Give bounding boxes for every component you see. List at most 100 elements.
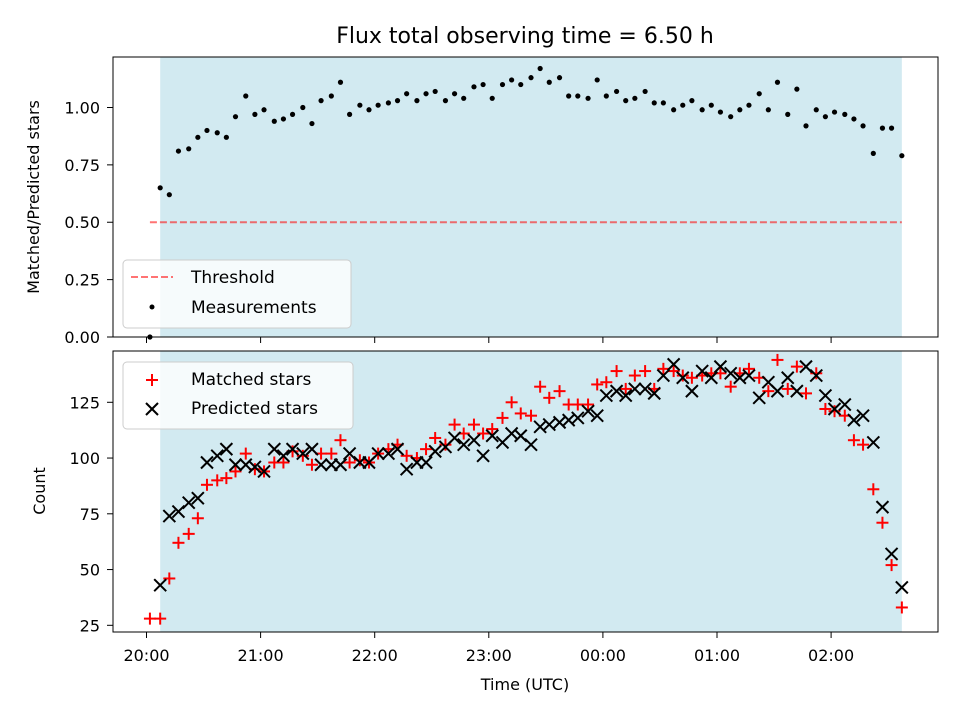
y-tick-label: 125 [69,393,100,412]
measurement-point [394,98,401,104]
predicted-point [847,413,861,427]
measurement-point [414,98,420,104]
matched-point [429,431,442,444]
matched-point [200,478,213,491]
matched-point [420,443,433,456]
measurement-point [499,81,506,88]
measurement-point [613,88,620,95]
y-tick-label: 0.50 [64,213,100,232]
measurement-point [566,93,572,99]
matched-point [724,380,737,393]
top-axes-frame [112,56,939,338]
measurement-point [879,125,886,131]
predicted-point [333,458,348,472]
x-tick-label: 02:00 [808,646,854,665]
chart-title: Flux total observing time = 6.50 h [336,24,714,49]
predicted-point [428,444,442,459]
measurement-point [594,77,600,83]
measurement-point [204,127,210,134]
matched-point [525,409,538,422]
measurement-point [728,114,734,120]
predicted-point [467,433,481,447]
measurement-point [699,107,705,113]
y-tick-label: 75 [80,505,100,524]
measurement-point [243,93,249,99]
measurement-point [289,111,296,117]
predicted-legend-swatch [145,402,159,416]
predicted-point [666,357,681,372]
measurement-point [261,107,267,113]
measurement-point [803,123,809,129]
x-tick-label: 23:00 [466,646,512,665]
predicted-point [219,442,234,456]
bottom-legend: Matched stars Predicted stars [122,361,354,430]
predicted-point [200,455,214,470]
bottom-panel: 25 50 75 100 125 20:00 21:00 22:00 23:00 00:00 01… [30,350,939,694]
measurement-point [831,109,838,115]
measurement-point [461,95,467,101]
predicted-point [485,429,499,443]
measurement-point [756,91,762,97]
x-tick-label: 00:00 [580,646,626,665]
predicted-point [770,384,785,398]
bottom-legend-box [122,361,354,430]
predicted-point [695,364,709,378]
measurement-point [518,81,524,88]
predicted-point [447,431,462,445]
threshold-legend-label: Threshold [190,268,275,288]
predicted-point [781,371,795,385]
matched-point [876,516,889,529]
measurement-point [166,192,172,198]
y-tick-label: 0.75 [64,156,100,175]
measurement-point [318,98,324,104]
matched-point [553,385,566,398]
measurements-legend-swatch [149,304,155,310]
measurement-point [737,107,743,113]
predicted-point [875,500,890,514]
measurement-point [346,111,353,117]
measurement-point [489,95,495,101]
predicted-point [524,437,538,452]
y-tick-label: 0.25 [64,271,100,290]
measurement-point [195,134,201,140]
matched-point [296,449,309,462]
matched-point [439,438,452,451]
measurement-point [660,100,666,106]
predicted-point [228,458,243,472]
matched-point [172,536,185,549]
top-legend: Threshold Measurements [122,259,352,329]
measurement-point [680,102,686,108]
matched-point [400,449,413,462]
matched-point [154,612,167,625]
predicted-point [866,435,881,450]
measurement-point [252,111,258,117]
predicted-point [581,404,595,418]
measurement-point [774,79,781,85]
measurement-point [623,98,629,104]
matched-point [628,369,641,382]
matched-point [742,362,755,375]
predicted-point [210,449,224,463]
predicted-point [628,382,642,396]
measurement-point [480,81,486,88]
predicted-point [191,491,205,505]
matched-point [334,434,347,447]
measurement-point [309,120,315,127]
matched-point [676,369,689,382]
predicted-point [599,388,614,403]
y-tick-label: 50 [80,561,100,580]
measurement-point [432,88,438,95]
x-tick-label: 20:00 [123,646,169,665]
predicted-point [182,495,196,510]
predicted-point [590,408,604,423]
matched-point [582,398,595,411]
predicted-point [456,437,471,452]
measurement-point [157,185,163,191]
matched-point [610,365,623,378]
measurement-point [851,116,857,122]
y-tick-label: 0.00 [64,328,100,347]
measurement-point [603,93,609,99]
matched-point [543,391,556,404]
measurement-point [471,84,477,90]
y-tick-label: 1.00 [64,98,100,117]
